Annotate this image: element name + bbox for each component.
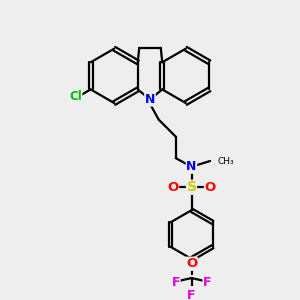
Text: O: O bbox=[205, 181, 216, 194]
Text: O: O bbox=[167, 181, 178, 194]
Text: N: N bbox=[186, 160, 197, 173]
Text: S: S bbox=[187, 180, 196, 194]
Text: F: F bbox=[187, 289, 196, 300]
Text: F: F bbox=[172, 276, 180, 289]
Text: O: O bbox=[186, 257, 197, 270]
Text: F: F bbox=[203, 276, 212, 289]
Text: N: N bbox=[145, 93, 155, 106]
Text: Cl: Cl bbox=[69, 90, 82, 103]
Text: CH₃: CH₃ bbox=[217, 157, 234, 166]
